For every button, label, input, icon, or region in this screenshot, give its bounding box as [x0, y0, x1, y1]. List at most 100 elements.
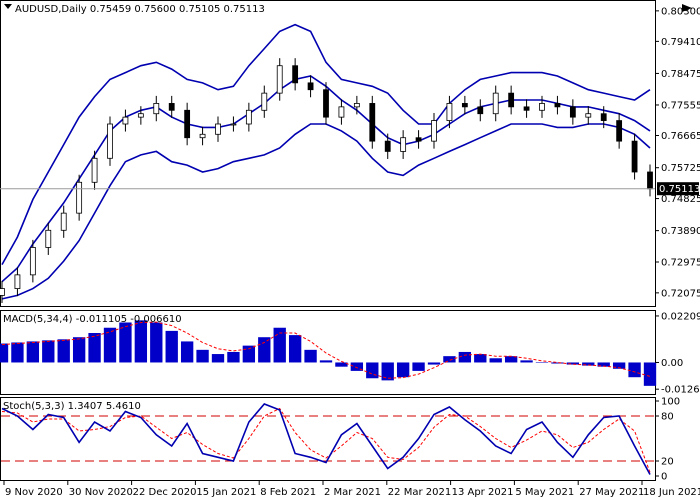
- candle-body: [153, 103, 160, 115]
- candle-body: [215, 123, 221, 135]
- candle-body: [60, 212, 67, 231]
- chart-corner-arrow-icon[interactable]: [682, 4, 692, 12]
- time-tick-label: 8 Feb 2021: [260, 487, 316, 498]
- candle-body: [245, 109, 252, 125]
- price-tick-label: 0.74825: [661, 194, 700, 205]
- macd-tick-label: 0.00: [661, 358, 683, 369]
- macd-bar: [42, 340, 55, 363]
- candle-body: [554, 103, 561, 108]
- candle-body: [29, 247, 36, 276]
- candle-body: [199, 133, 206, 139]
- candle-body: [168, 103, 175, 111]
- candle-body: [461, 103, 468, 108]
- macd-tick-label: -0.012686: [661, 385, 700, 396]
- macd-bar: [551, 362, 564, 364]
- price-header: AUDUSD,Daily 0.75459 0.75600 0.75105 0.7…: [4, 4, 265, 15]
- stoch-tick-label: 20: [661, 457, 674, 468]
- macd-bar: [304, 349, 317, 363]
- time-tick-label: 5 May 2021: [515, 487, 574, 498]
- stoch-main-line: [1, 403, 651, 475]
- macd-bar: [489, 358, 502, 363]
- candle-body: [323, 89, 329, 118]
- macd-axis: 0.022099 0.00 -0.012686: [655, 311, 700, 396]
- macd-bar: [520, 360, 533, 363]
- stoch-signal-line: [1, 407, 651, 473]
- time-tick-label: 22 Dec 2020: [133, 487, 197, 498]
- candle-body: [523, 106, 530, 111]
- candle-body: [431, 120, 437, 142]
- time-tick-label: 9 Nov 2020: [5, 487, 63, 498]
- price-tick-label: 0.78475: [661, 69, 700, 80]
- macd-bar: [288, 335, 302, 363]
- candle-body: [446, 103, 453, 121]
- price-tick-label: 0.77555: [661, 100, 700, 111]
- macd-bar: [134, 320, 148, 363]
- candle-body: [261, 92, 268, 111]
- macd-bar: [412, 362, 425, 371]
- macd-bar: [612, 362, 626, 369]
- macd-bar: [443, 356, 456, 363]
- candle-body: [307, 82, 314, 91]
- candle-body: [137, 113, 144, 118]
- collapse-triangle-icon[interactable]: [4, 4, 12, 9]
- candle-body: [91, 157, 98, 183]
- macd-bar: [504, 356, 518, 363]
- time-tick-label: 27 May 2021: [579, 487, 644, 498]
- candle-body: [492, 92, 499, 115]
- price-tick-label: 0.72075: [661, 288, 700, 299]
- candles: [0, 58, 653, 303]
- macd-bar: [88, 333, 101, 363]
- macd-bar: [474, 354, 487, 363]
- macd-bar: [180, 341, 194, 363]
- time-tick-label: 15 Jan 2021: [196, 487, 256, 498]
- bollinger-lower-line: [1, 123, 651, 300]
- macd-bar: [582, 362, 595, 366]
- candle-body: [122, 116, 129, 125]
- macd-bar: [26, 341, 40, 363]
- candle-body: [415, 137, 422, 142]
- time-tick-label: 2 Mar 2021: [324, 487, 381, 498]
- stoch-tick-label: 0: [661, 472, 667, 483]
- macd-bar: [366, 362, 379, 379]
- bollinger-upper-line: [1, 23, 651, 265]
- candle-body: [107, 123, 113, 159]
- macd-bar: [335, 362, 348, 367]
- price-axis: 0.80300 0.79410 0.78475 0.77555 0.76665 0.757…: [655, 6, 700, 299]
- price-tick-label: 0.79410: [661, 37, 700, 48]
- candle-body: [508, 92, 515, 108]
- macd-bar: [427, 362, 441, 365]
- price-tick-label: 0.76665: [661, 131, 700, 142]
- macd-bar: [273, 327, 286, 363]
- time-tick-label: 22 Mar 2021: [388, 487, 451, 498]
- stoch-header-text: Stoch(5,3,3) 1.3407 5.4610: [3, 401, 141, 412]
- candle-body: [292, 65, 299, 84]
- candle-body: [45, 229, 52, 248]
- macd-bar: [211, 354, 225, 363]
- stoch-panel-frame: [0, 397, 656, 481]
- macd-bar: [258, 337, 271, 363]
- macd-bar: [196, 349, 209, 363]
- price-badge-text: 0.75113: [659, 184, 700, 195]
- time-tick-label: 30 Nov 2020: [69, 487, 133, 498]
- macd-bar: [628, 362, 641, 378]
- macd-panel: MACD(5,34,4) -0.011105 -0.006610 0.02209…: [0, 310, 700, 396]
- macd-bar: [597, 362, 610, 367]
- candle-body: [384, 140, 391, 152]
- candle-body: [400, 137, 407, 152]
- candle-body: [353, 103, 360, 108]
- stoch-tick-label: 80: [661, 412, 674, 423]
- time-tick-label: 18 Jun 2021: [643, 487, 700, 498]
- candle-body: [616, 120, 623, 142]
- candle-body: [230, 123, 237, 126]
- price-badge: 0.75113: [657, 182, 700, 196]
- price-panel: AUDUSD,Daily 0.75459 0.75600 0.75105 0.7…: [0, 0, 700, 307]
- candle-body: [338, 106, 345, 118]
- candle-body: [631, 140, 638, 173]
- candle-body: [14, 274, 21, 289]
- stoch-axis: 100 80 20 0: [655, 397, 680, 483]
- candle-body: [647, 171, 653, 190]
- price-tick-label: 0.75725: [661, 163, 700, 174]
- time-tick-label: 13 Apr 2021: [452, 487, 514, 498]
- macd-histogram: [0, 320, 657, 386]
